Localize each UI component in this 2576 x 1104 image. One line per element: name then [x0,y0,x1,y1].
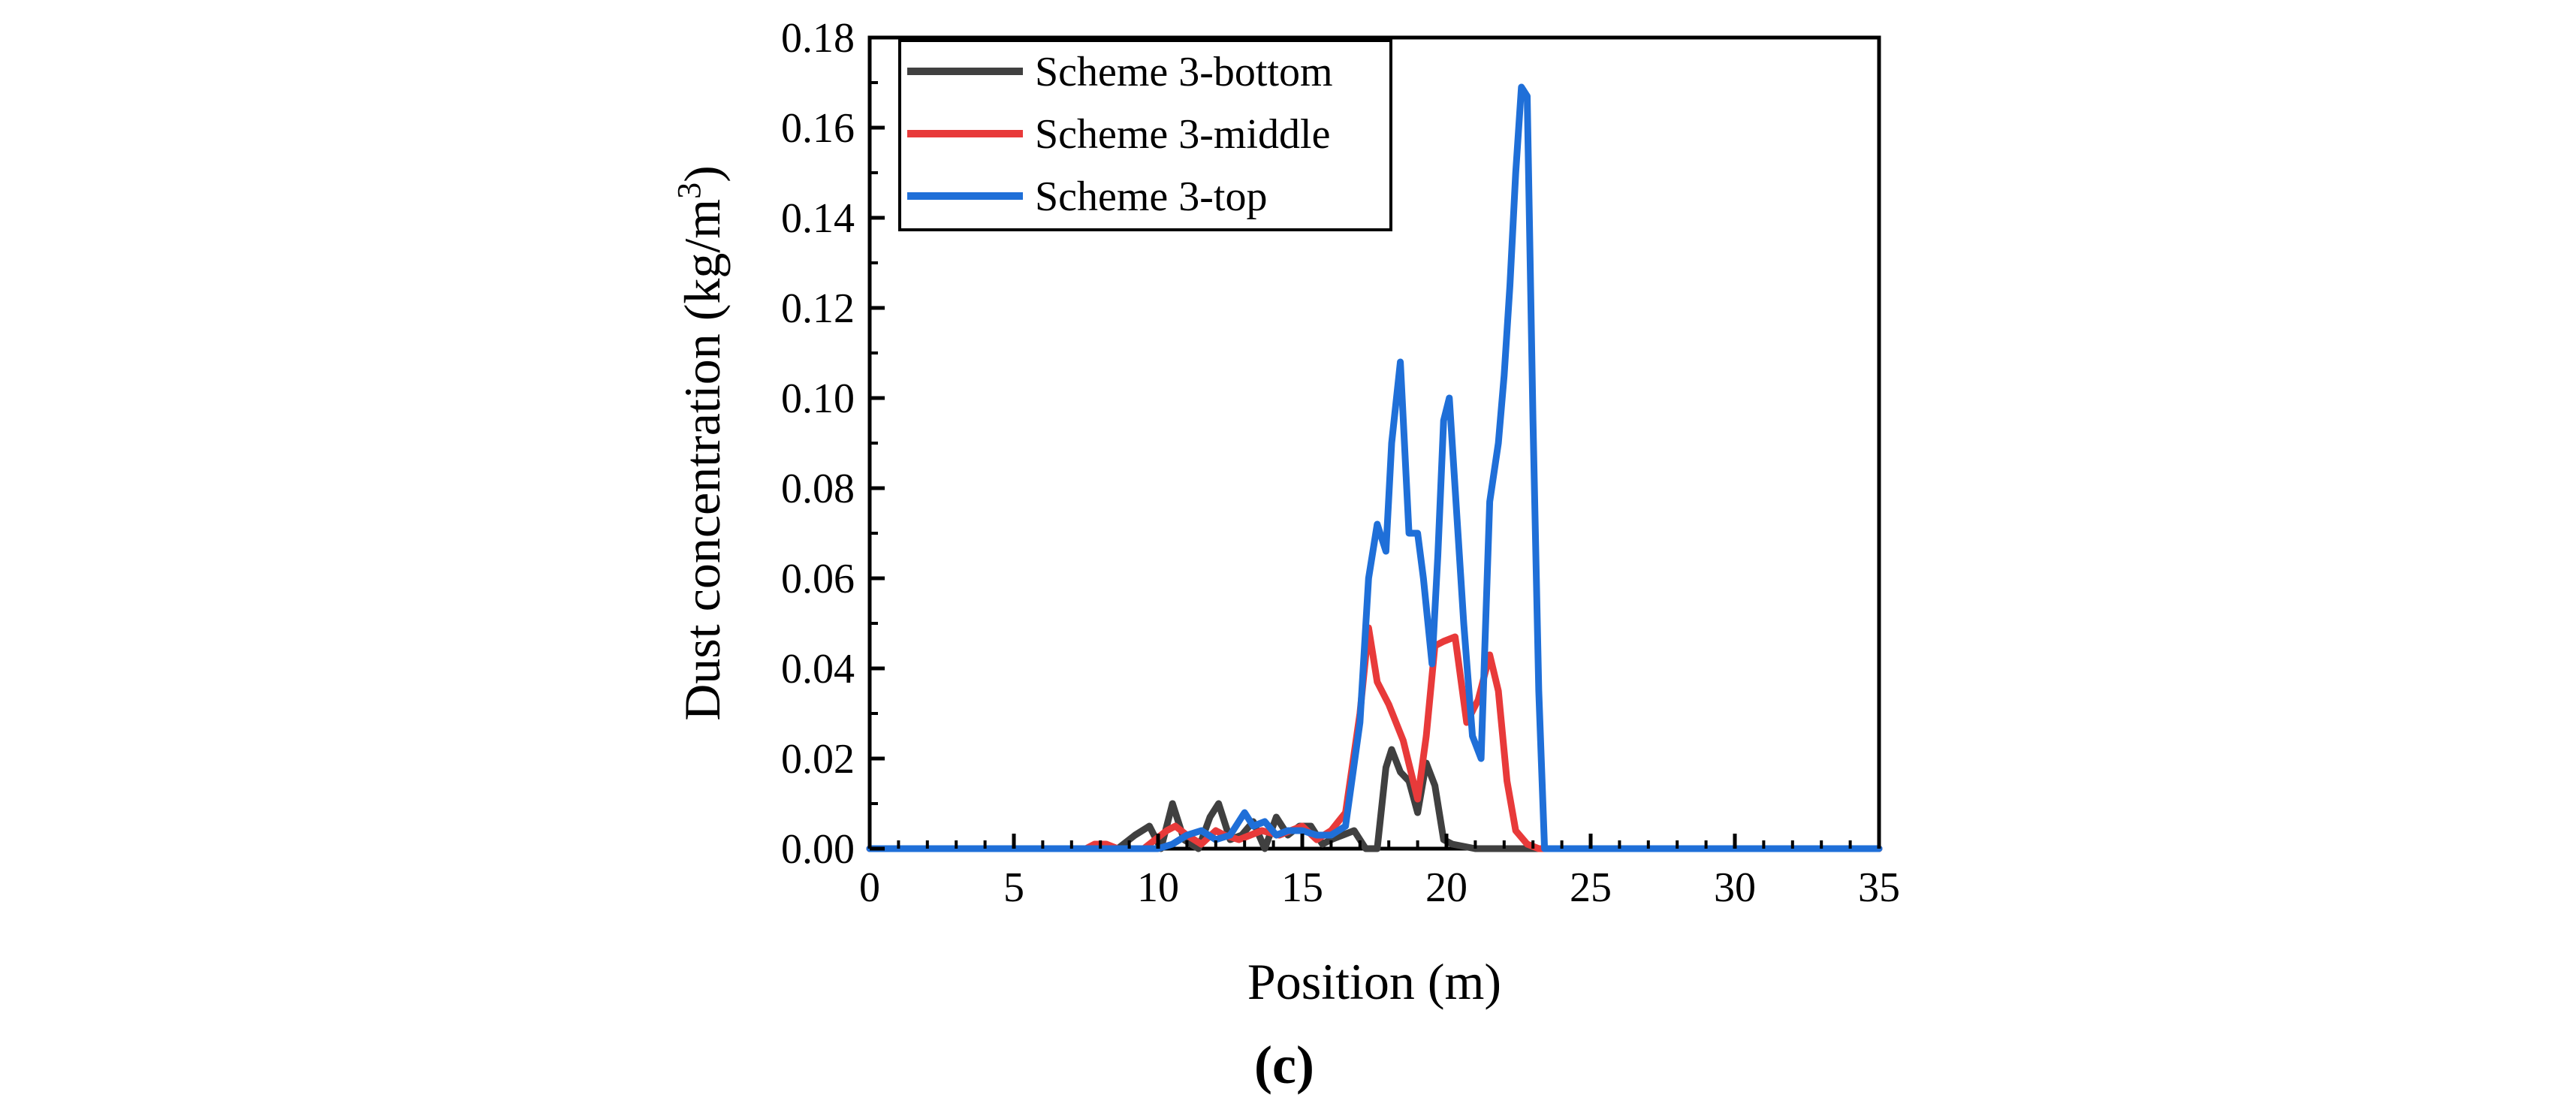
plot-area: 0 5 10 15 20 25 30 35 0.00 0.02 0.04 0.06 0.08 0.10 0.… [781,15,1900,911]
legend-label-top: Scheme 3-top [1035,173,1267,220]
series-line-top [866,83,1883,852]
ticks-layer: 0 5 10 15 20 25 30 35 0.00 0.02 0.04 0.06 0.08 0.10 0.… [781,15,1900,911]
y-axis-label: Dust concentration (kg/m3) [671,165,731,721]
y-axis-label-close: ) [674,165,731,182]
x-tick-label-20: 20 [1425,864,1467,911]
y-tick-label-4: 0.08 [781,466,855,512]
y-tick-label-8: 0.16 [781,105,855,152]
x-axis-label: Position (m) [1247,953,1501,1010]
y-tick-label-5: 0.10 [781,376,855,422]
y-tick-label-9: 0.18 [781,15,855,62]
panel-label: (c) [1254,1035,1314,1095]
series-layer [866,83,1883,852]
y-tick-label-7: 0.14 [781,195,855,242]
x-tick-label-25: 25 [1570,864,1612,911]
series-line-middle [866,624,1883,852]
y-tick-label-3: 0.06 [781,556,855,602]
y-axis-label-sup: 3 [671,182,707,199]
legend-label-middle: Scheme 3-middle [1035,111,1330,158]
y-tick-label-0: 0.00 [781,826,855,873]
x-tick-label-10: 10 [1137,864,1179,911]
legend-label-bottom: Scheme 3-bottom [1035,49,1333,95]
x-tick-label-30: 30 [1714,864,1756,911]
series-line-bottom [866,746,1883,852]
y-tick-label-6: 0.12 [781,285,855,332]
x-tick-label-15: 15 [1281,864,1323,911]
y-tick-label-2: 0.04 [781,646,855,692]
y-axis-label-main: Dust concentration (kg/m [674,199,731,721]
x-tick-label-35: 35 [1858,864,1900,911]
x-tick-label-0: 0 [859,864,880,911]
y-tick-label-1: 0.02 [781,736,855,783]
legend: Scheme 3-bottom Scheme 3-middle Scheme 3… [898,39,1392,231]
x-tick-label-5: 5 [1003,864,1024,911]
